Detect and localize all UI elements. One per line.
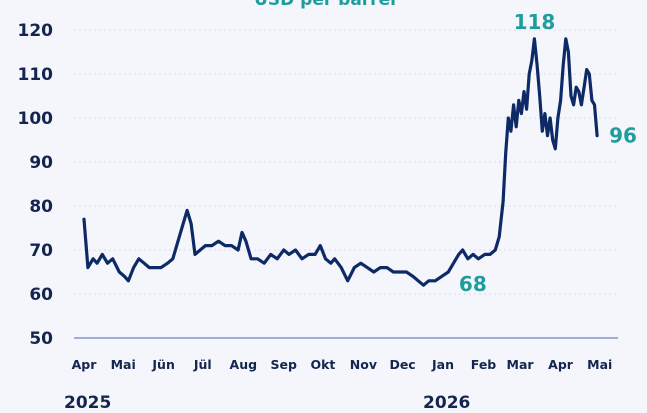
y-axis: 50 60 70 80 90 100 110 120	[18, 21, 54, 349]
x-tick-label: Dec	[389, 357, 415, 372]
x-tick-label: Apr	[72, 357, 98, 372]
x-tick-label: Mar	[507, 357, 535, 372]
y-tick-label: 110	[18, 65, 54, 85]
y-tick-label: 50	[29, 329, 53, 349]
y-tick-label: 80	[29, 197, 53, 217]
x-tick-label: Mai	[587, 357, 612, 372]
annotations: 118 96 68	[459, 10, 637, 296]
x-axis: Apr Mai Jün Jül Aug Sep Okt Nov Dec Jan Feb Mar Apr M…	[64, 357, 612, 413]
y-tick-label: 60	[29, 285, 53, 305]
x-tick-label: Aug	[230, 357, 258, 372]
x-tick-label: Jan	[431, 357, 454, 372]
x-tick-label: Jül	[193, 357, 212, 372]
price-line	[82, 37, 599, 287]
x-tick-label: Jün	[151, 357, 174, 372]
x-tick-label: Okt	[310, 357, 335, 372]
x-tick-label: Sep	[271, 357, 297, 372]
plot-area	[82, 37, 599, 287]
year-label: 2026	[423, 393, 470, 413]
x-tick-label: Nov	[350, 357, 377, 372]
y-tick-label: 120	[18, 21, 54, 41]
value-annotation: 96	[609, 124, 637, 148]
year-label: 2025	[64, 393, 111, 413]
gridlines	[74, 29, 618, 339]
y-tick-label: 90	[29, 153, 53, 173]
x-tick-label: Apr	[548, 357, 574, 372]
chart-subtitle: USD per barrel	[254, 0, 396, 10]
value-annotation: 68	[459, 272, 487, 296]
x-tick-label: Mai	[111, 357, 136, 372]
value-annotation: 118	[514, 10, 556, 34]
y-tick-label: 100	[18, 109, 54, 129]
x-tick-label: Feb	[471, 357, 497, 372]
y-tick-label: 70	[29, 241, 53, 261]
